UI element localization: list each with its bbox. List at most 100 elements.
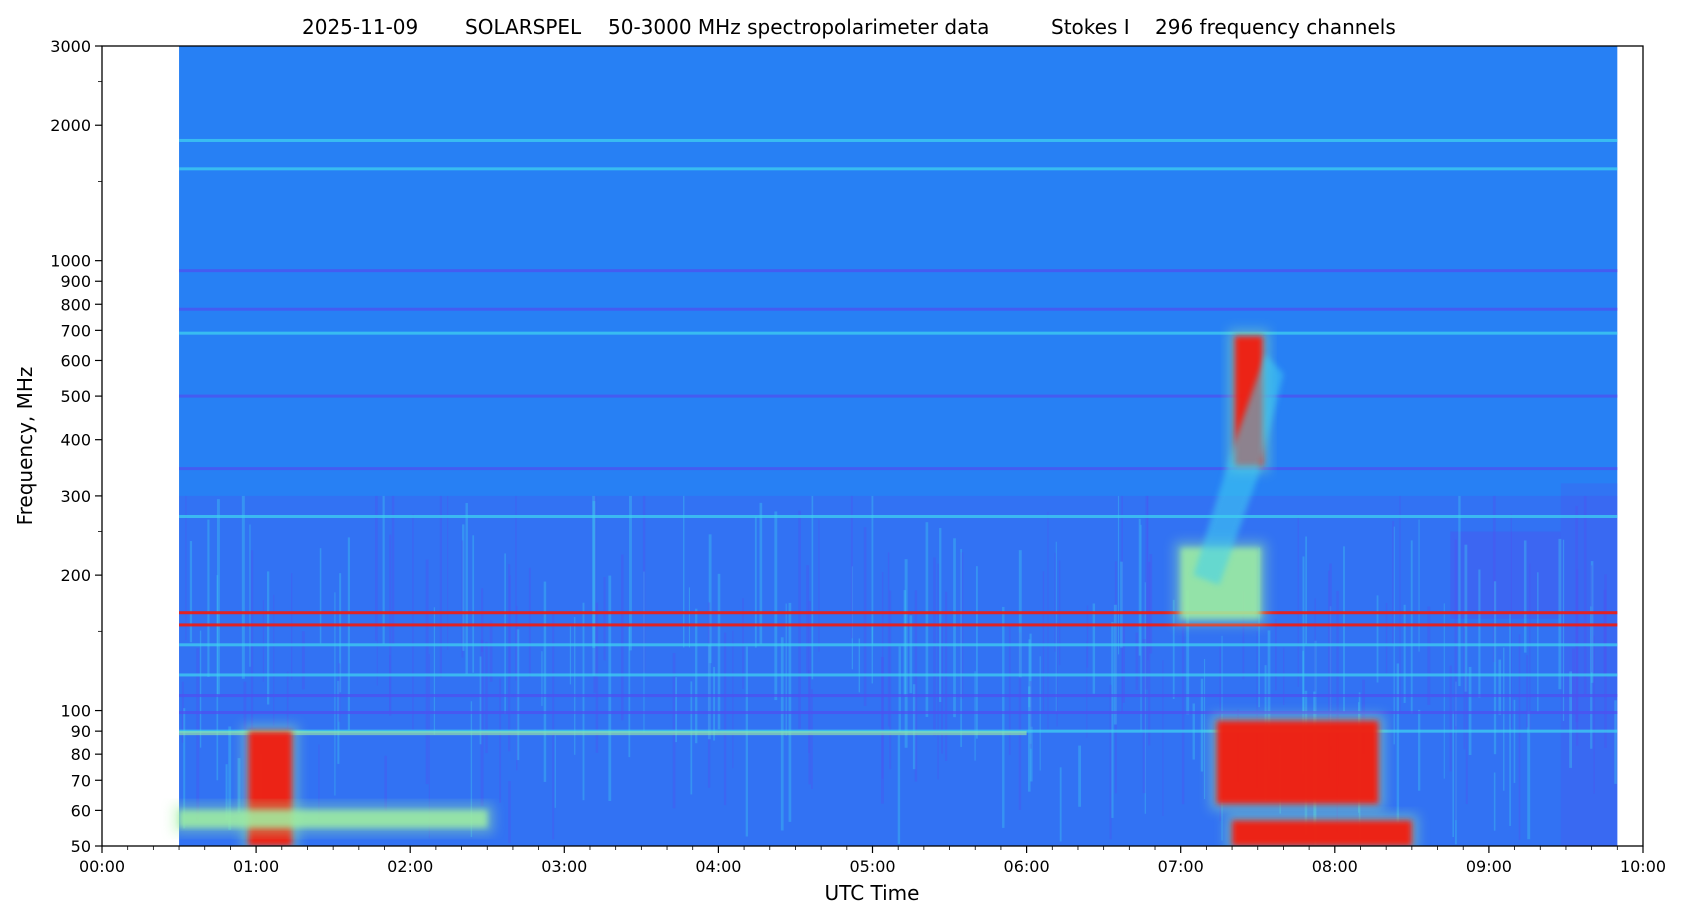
interference-band-270: [179, 514, 1618, 518]
interference-band-500: [179, 394, 1618, 398]
x-axis: 00:00 01:00 02:00 03:00 04:00 05:00 06:00 07:00…: [79, 846, 1666, 876]
striation: [1114, 561, 1117, 794]
striation: [592, 495, 596, 648]
striation: [1042, 571, 1045, 714]
striation: [1149, 554, 1153, 654]
fm-band: [179, 731, 1027, 736]
striation: [391, 495, 395, 645]
striation: [1410, 540, 1413, 714]
title-date: 2025-11-09: [302, 15, 418, 39]
striation: [439, 495, 442, 678]
striation: [642, 495, 646, 673]
striation: [1492, 495, 1496, 662]
striation: [1162, 660, 1164, 816]
striation: [1144, 582, 1146, 814]
striation: [425, 559, 429, 785]
striation: [850, 495, 853, 639]
title-instrument: SOLARSPEL: [465, 15, 582, 39]
striation: [774, 511, 778, 701]
x-tick-label-7: 07:00: [1158, 857, 1204, 876]
striation: [528, 567, 531, 678]
interference-band-155: [179, 623, 1618, 627]
x-axis-label: UTC Time: [825, 881, 920, 905]
striation: [1274, 618, 1277, 691]
striation: [1120, 561, 1123, 648]
striation: [225, 764, 228, 821]
striation: [216, 499, 220, 696]
striation: [1493, 581, 1497, 755]
striation: [595, 602, 599, 753]
striation: [384, 755, 387, 811]
striation: [1518, 634, 1521, 840]
striation: [933, 557, 936, 736]
striation: [582, 602, 585, 801]
striation: [1267, 630, 1271, 770]
y-tick-label-12: 800: [60, 295, 91, 314]
striation: [472, 535, 475, 673]
striation: [339, 573, 342, 693]
striation: [863, 527, 867, 706]
striation: [1458, 495, 1461, 687]
x-tick-label-0: 00:00: [79, 857, 125, 876]
striation: [1510, 513, 1512, 728]
striation: [1086, 605, 1089, 668]
interference-band-99: [179, 711, 1618, 715]
striation: [1392, 520, 1394, 646]
striation: [810, 689, 813, 789]
striation: [228, 726, 232, 830]
striation: [1336, 590, 1339, 787]
striation: [975, 566, 978, 739]
striation: [759, 502, 763, 644]
striation: [1583, 495, 1587, 695]
y-tick-label-7: 300: [60, 487, 91, 506]
striation: [1593, 635, 1595, 794]
striation: [1029, 681, 1032, 749]
y-tick-label-16: 3000: [50, 37, 91, 56]
striation: [1092, 603, 1096, 694]
striation: [628, 627, 631, 758]
striation: [375, 495, 377, 641]
striation: [1186, 590, 1190, 715]
interference-band-950: [179, 269, 1618, 273]
drifting-burst: [1193, 354, 1284, 586]
y-tick-label-8: 400: [60, 431, 91, 450]
striation: [470, 701, 473, 837]
striation: [1181, 601, 1185, 805]
interference-band-345: [179, 467, 1618, 471]
striation: [412, 513, 414, 731]
striation: [1465, 674, 1468, 805]
striation: [1258, 547, 1260, 708]
striation: [732, 630, 734, 769]
striation: [266, 571, 270, 705]
x-tick-label-10: 10:00: [1620, 857, 1666, 876]
striation: [541, 651, 543, 706]
striation: [904, 559, 908, 748]
striation: [1305, 536, 1307, 645]
striation: [207, 519, 210, 677]
y-tick-label-9: 500: [60, 387, 91, 406]
title-stokes: Stokes I: [1051, 15, 1130, 39]
striation: [286, 671, 289, 739]
interference-band-690: [179, 331, 1618, 335]
striation: [554, 735, 556, 808]
striation: [1427, 606, 1431, 705]
striation: [1242, 591, 1245, 680]
striation: [1523, 540, 1527, 653]
striation: [914, 590, 918, 782]
striation: [808, 601, 811, 785]
striation: [903, 590, 907, 696]
striation: [1204, 658, 1206, 800]
striation: [1590, 561, 1594, 683]
striation: [1604, 574, 1607, 748]
striation: [1493, 772, 1496, 831]
striation: [515, 495, 517, 681]
striation: [389, 655, 391, 712]
striation: [785, 603, 787, 736]
striation: [347, 537, 350, 730]
interference-band-140: [179, 643, 1618, 647]
striation: [199, 630, 202, 748]
late-band-region: [1560, 483, 1618, 846]
striation: [574, 617, 576, 755]
interference-band-108: [179, 694, 1618, 698]
